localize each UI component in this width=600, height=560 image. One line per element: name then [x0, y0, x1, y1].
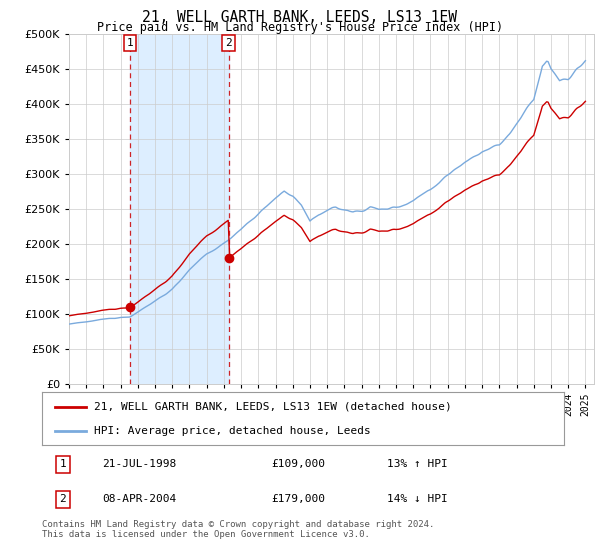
Text: 13% ↑ HPI: 13% ↑ HPI	[386, 459, 447, 469]
Text: Contains HM Land Registry data © Crown copyright and database right 2024.
This d: Contains HM Land Registry data © Crown c…	[42, 520, 434, 539]
Text: 1: 1	[127, 38, 133, 48]
Text: 2: 2	[59, 494, 66, 505]
Bar	[130, 34, 229, 384]
Text: 14% ↓ HPI: 14% ↓ HPI	[386, 494, 447, 505]
Text: 21-JUL-1998: 21-JUL-1998	[102, 459, 176, 469]
Text: £109,000: £109,000	[272, 459, 326, 469]
Text: 1: 1	[59, 459, 66, 469]
Text: £179,000: £179,000	[272, 494, 326, 505]
Text: HPI: Average price, detached house, Leeds: HPI: Average price, detached house, Leed…	[94, 426, 371, 436]
Text: 2: 2	[225, 38, 232, 48]
Text: 21, WELL GARTH BANK, LEEDS, LS13 1EW: 21, WELL GARTH BANK, LEEDS, LS13 1EW	[143, 10, 458, 25]
Text: Price paid vs. HM Land Registry's House Price Index (HPI): Price paid vs. HM Land Registry's House …	[97, 21, 503, 34]
Text: 21, WELL GARTH BANK, LEEDS, LS13 1EW (detached house): 21, WELL GARTH BANK, LEEDS, LS13 1EW (de…	[94, 402, 452, 412]
Text: 08-APR-2004: 08-APR-2004	[102, 494, 176, 505]
